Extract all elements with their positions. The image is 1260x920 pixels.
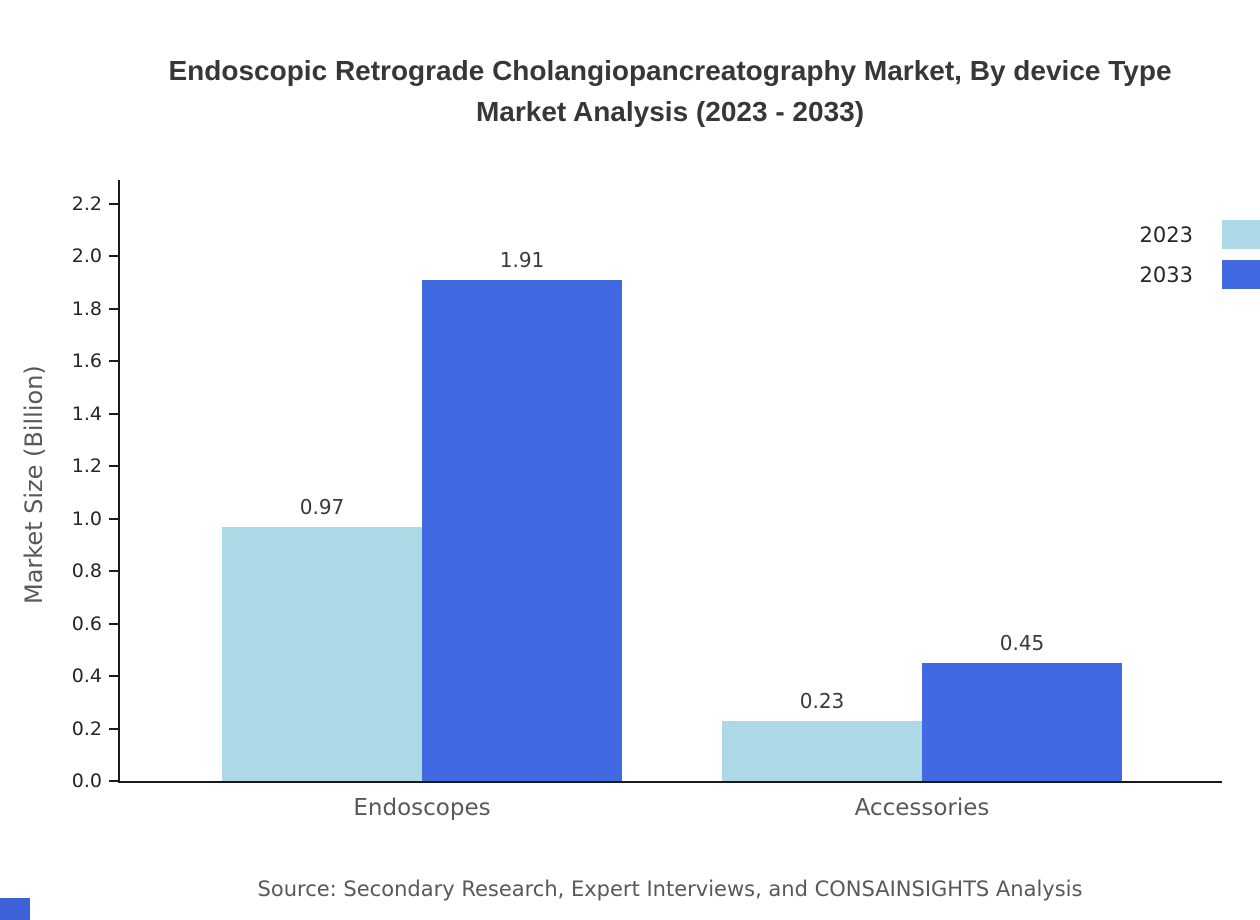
y-tick-label: 0.6	[71, 612, 102, 635]
y-tick-mark	[109, 360, 118, 363]
y-tick-label: 1.8	[71, 297, 102, 320]
plot-area: 0.0 0.2 0.4 0.6 0.8 1.0 1.2 1.4 1.6 1.8 2.0 2.2 0.97…	[72, 180, 1222, 821]
y-tick-label: 1.2	[71, 455, 102, 478]
y-tick-mark	[109, 255, 118, 258]
bar	[722, 720, 922, 781]
y-tick-label: 1.4	[71, 402, 102, 425]
bar-value-label: 0.97	[299, 494, 345, 519]
legend: 2023 2033	[1140, 220, 1260, 289]
bar	[222, 526, 422, 781]
y-tick-mark	[109, 727, 118, 730]
y-tick-label: 1.0	[71, 507, 102, 530]
y-tick-mark	[109, 465, 118, 468]
legend-label: 2023	[1139, 222, 1193, 247]
bar-value-label: 0.45	[999, 630, 1045, 655]
y-tick-label: 0.0	[71, 770, 102, 792]
source-note: Source: Secondary Research, Expert Inter…	[257, 877, 1083, 901]
y-tick-mark	[109, 412, 118, 415]
y-tick-label: 1.6	[71, 350, 102, 373]
y-tick-label: 0.2	[71, 717, 102, 740]
y-tick-label: 2.2	[71, 193, 102, 215]
y-tick-mark	[109, 517, 118, 520]
y-tick-mark	[109, 203, 118, 205]
y-tick-label: 0.8	[71, 560, 102, 583]
bar-value-label: 0.23	[799, 688, 845, 713]
chart-title: Endoscopic Retrograde Cholangiopancreato…	[80, 50, 1260, 132]
legend-item: 2033	[1140, 260, 1260, 289]
y-tick-mark	[109, 675, 118, 678]
bar	[922, 662, 1122, 781]
y-tick-mark	[109, 622, 118, 625]
chart-title-line2: Market Analysis (2023 - 2033)	[475, 96, 865, 127]
y-tick-mark	[109, 307, 118, 310]
y-tick-label: 0.4	[71, 665, 102, 688]
legend-swatch	[1222, 220, 1260, 249]
x-axis-label: Accessories	[854, 795, 990, 821]
y-tick-label: 2.0	[71, 245, 102, 268]
x-axis-label: Endoscopes	[353, 795, 491, 821]
legend-item: 2023	[1140, 220, 1260, 249]
corner-accent	[0, 898, 30, 920]
bar-value-label: 1.91	[499, 248, 545, 273]
y-tick-mark	[109, 570, 118, 573]
legend-swatch	[1222, 260, 1260, 289]
bar	[422, 280, 622, 781]
chart-title-line1: Endoscopic Retrograde Cholangiopancreato…	[168, 55, 1172, 86]
y-tick-mark	[109, 780, 118, 782]
legend-label: 2033	[1139, 262, 1193, 287]
